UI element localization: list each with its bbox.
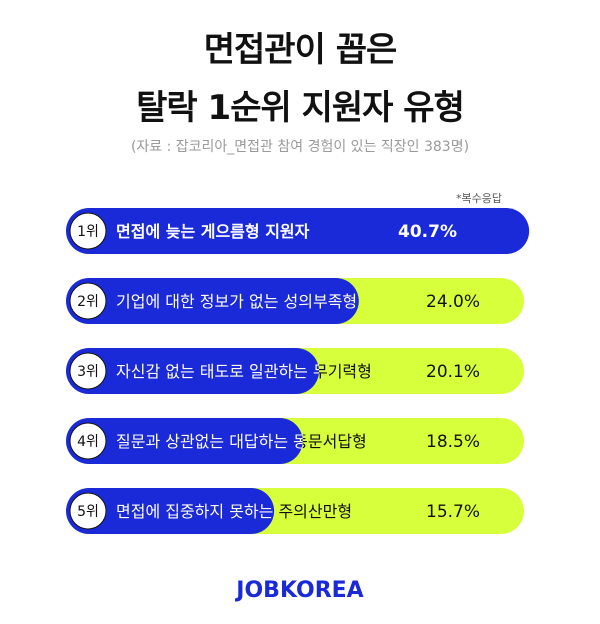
source-note: (자료 : 잡코리아_면접관 참여 경험이 있는 직장인 383명) xyxy=(130,139,470,155)
bar-value-label: 18.5% xyxy=(426,432,480,452)
rank-badge xyxy=(69,492,107,530)
rank-badge xyxy=(69,282,107,320)
bar-fill xyxy=(66,418,303,464)
bar-value-label: 40.7% xyxy=(398,222,457,242)
multiple-response-note: *복수응답 xyxy=(456,192,502,205)
rank-label: 5위 xyxy=(77,504,99,520)
bar-category-label-overlay: 면접에 집중하지 못하는 주의산만형 xyxy=(116,502,352,521)
rank-label: 1위 xyxy=(77,224,99,240)
bar-fill xyxy=(66,208,530,254)
bar-fill xyxy=(66,278,359,324)
bar-category-label-overlay: 질문과 상관없는 대답하는 동문서답형 xyxy=(116,432,367,451)
bar-value-label: 20.1% xyxy=(426,362,480,382)
bar-category-label: 기업에 대한 정보가 없는 성의부족형 xyxy=(116,292,357,311)
bar-category-label: 면접에 늦는 게으름형 지원자 xyxy=(116,222,310,241)
bar-fill xyxy=(66,488,275,534)
jobkorea-logo: JOBKOREA xyxy=(236,578,364,603)
bar-category-label: 자신감 없는 태도로 일관하는 무기력형 xyxy=(116,362,372,381)
rank-label: 3위 xyxy=(77,364,99,380)
title-line-2: 탈락 1순위 지원자 유형 xyxy=(136,88,465,128)
rank-badge xyxy=(69,422,107,460)
bar-value-label: 15.7% xyxy=(426,502,480,522)
rank-badge xyxy=(69,352,107,390)
rank-badge xyxy=(69,212,107,250)
bar-value-label: 24.0% xyxy=(426,292,480,312)
bar-category-label-overlay: 기업에 대한 정보가 없는 성의부족형 xyxy=(116,292,357,311)
rank-label: 2위 xyxy=(77,294,99,310)
bar-fill xyxy=(66,348,320,394)
bar-row: 1위 면접에 늦는 게으름형 지원자 40.7% xyxy=(66,208,530,254)
rank-label: 4위 xyxy=(77,434,99,450)
bar-category-label-overlay: 자신감 없는 태도로 일관하는 무기력형 xyxy=(116,362,372,381)
bar-category-label: 질문과 상관없는 대답하는 동문서답형 xyxy=(116,432,367,451)
bar-category-label: 면접에 집중하지 못하는 주의산만형 xyxy=(116,502,352,521)
title-line-1: 면접관이 꼽은 xyxy=(203,30,398,70)
